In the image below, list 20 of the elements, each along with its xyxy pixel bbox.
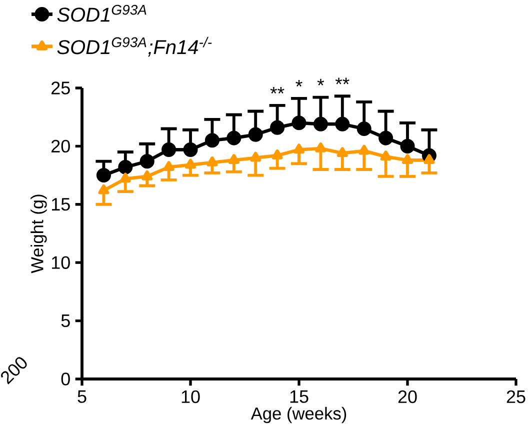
x-tick-label: 25	[506, 390, 526, 404]
y-tick-label: 5	[61, 314, 70, 328]
text: 200	[1, 357, 27, 384]
y-tick-label: 25	[52, 82, 70, 94]
x-tick-label: 20	[398, 390, 417, 404]
x-tick-label: 10	[182, 390, 200, 404]
y-tick-label: 15	[52, 198, 70, 211]
annotation: **	[335, 78, 350, 84]
annotation: *	[317, 78, 324, 86]
x-tick-label: 15	[290, 390, 308, 403]
legend-label: SOD1$^{G93A}$;Fn14$^{-/-}$	[57, 36, 212, 57]
annotation: *	[296, 80, 302, 87]
y-tick-label: 0	[61, 372, 70, 386]
annotation: **	[270, 87, 284, 94]
x-tick-label: 5	[78, 390, 86, 403]
y-tick-label: 10	[52, 256, 70, 269]
y-axis-title: Weight (g)	[30, 194, 47, 274]
legend-label: SOD1$^{G93A}$	[57, 4, 146, 22]
y-tick-label: 20	[52, 140, 70, 153]
x-axis-title: Age (weeks)	[250, 406, 346, 424]
